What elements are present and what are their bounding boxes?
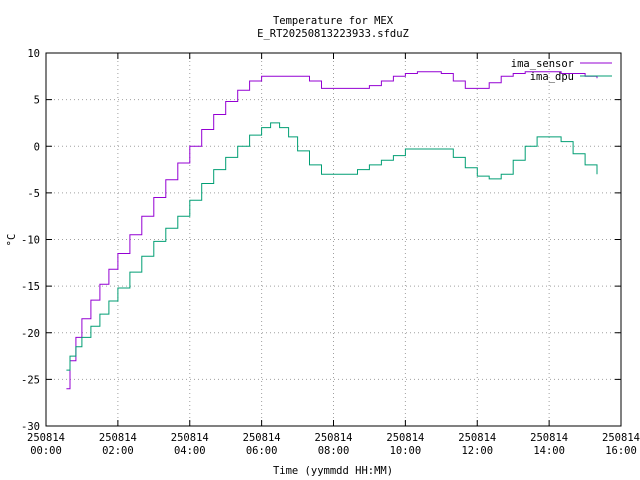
y-tick-label: -20 bbox=[21, 328, 40, 340]
y-tick-label: 10 bbox=[27, 48, 40, 60]
series bbox=[66, 71, 598, 390]
x-tick-label-time: 16:00 bbox=[605, 445, 637, 457]
y-tick-label: 5 bbox=[34, 95, 40, 107]
x-tick-label-time: 00:00 bbox=[30, 445, 62, 457]
series-line-ima-sensor bbox=[66, 71, 598, 390]
legend-label-ima-sensor: ima_sensor bbox=[511, 58, 574, 70]
x-tick-label-date: 250814 bbox=[458, 432, 496, 444]
x-tick-label-time: 02:00 bbox=[102, 445, 134, 457]
y-tick-label: -15 bbox=[21, 281, 40, 293]
y-tick-label: -5 bbox=[27, 188, 40, 200]
x-tick-label-date: 250814 bbox=[171, 432, 209, 444]
ticks: 1050-5-10-15-20-25-3025081400:0025081402… bbox=[21, 48, 640, 457]
x-tick-label-time: 14:00 bbox=[533, 445, 565, 457]
x-tick-label-time: 04:00 bbox=[174, 445, 206, 457]
x-tick-label-date: 250814 bbox=[315, 432, 353, 444]
x-tick-label-date: 250814 bbox=[602, 432, 640, 444]
x-axis-label: Time (yymmdd HH:MM) bbox=[273, 465, 393, 477]
x-tick-label-time: 12:00 bbox=[461, 445, 493, 457]
chart-subtitle: E_RT20250813223933.sfduZ bbox=[257, 28, 409, 40]
grid bbox=[45, 52, 622, 427]
x-tick-label-date: 250814 bbox=[530, 432, 568, 444]
x-tick-label-date: 250814 bbox=[243, 432, 281, 444]
x-tick-label-time: 08:00 bbox=[318, 445, 350, 457]
legend-label-ima-dpu: ima_dpu bbox=[530, 71, 574, 83]
y-tick-label: -25 bbox=[21, 374, 40, 386]
y-tick-label: 0 bbox=[34, 141, 40, 153]
x-tick-label-time: 06:00 bbox=[246, 445, 278, 457]
x-tick-label-date: 250814 bbox=[386, 432, 424, 444]
legend: ima_sensor ima_dpu bbox=[511, 58, 612, 83]
y-tick-label: -30 bbox=[21, 421, 40, 433]
x-tick-label-date: 250814 bbox=[99, 432, 137, 444]
chart-title: Temperature for MEX bbox=[273, 15, 394, 27]
series-line-ima-dpu bbox=[66, 122, 598, 371]
x-tick-label-date: 250814 bbox=[27, 432, 65, 444]
y-axis-label: °C bbox=[6, 234, 18, 247]
x-tick-label-time: 10:00 bbox=[390, 445, 422, 457]
y-tick-label: -10 bbox=[21, 235, 40, 247]
